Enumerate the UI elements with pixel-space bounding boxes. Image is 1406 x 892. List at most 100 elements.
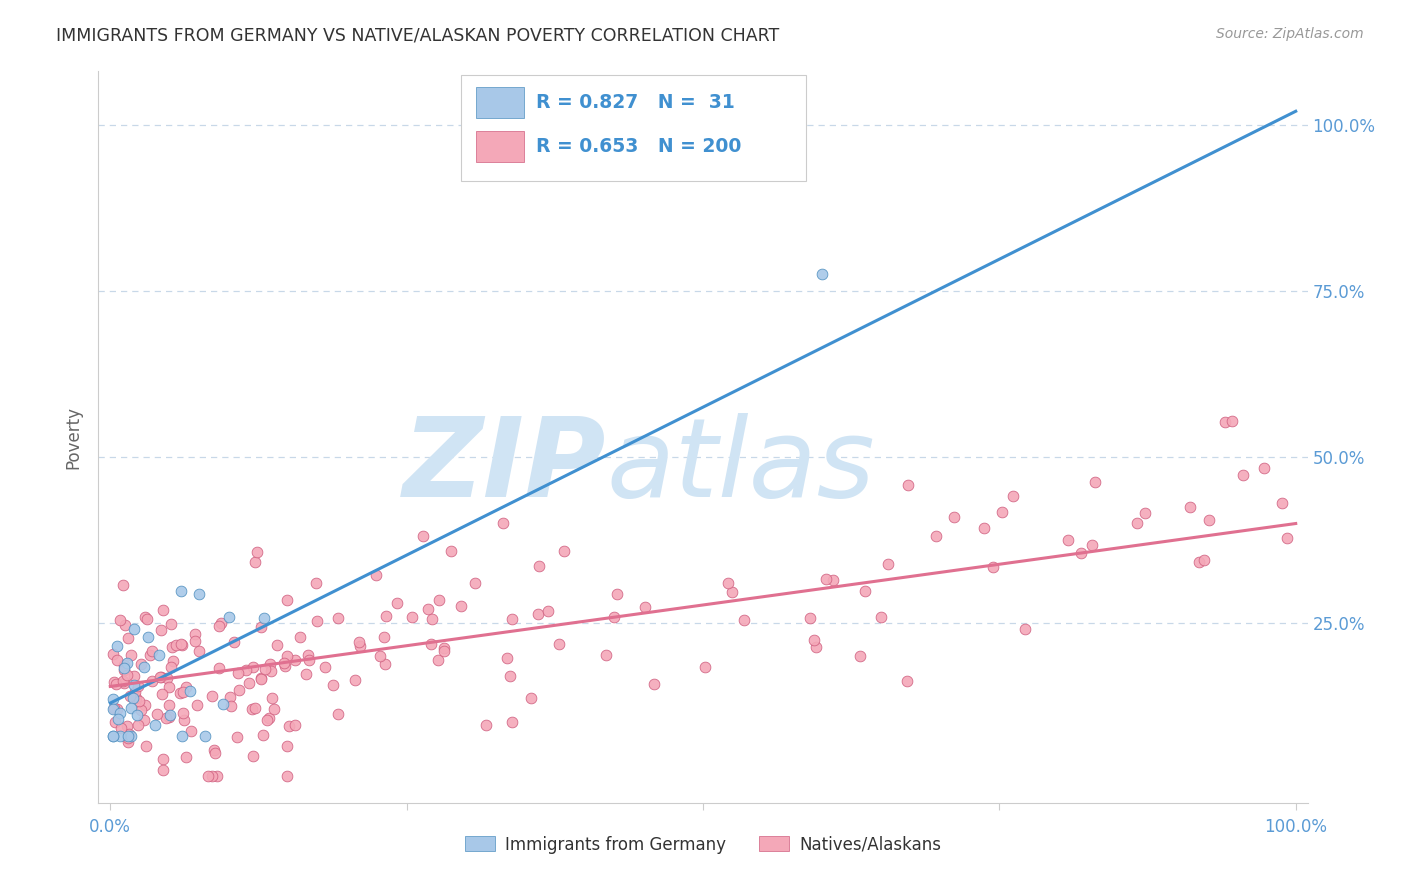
Point [273, 656, 295, 670]
Text: R = 0.827   N =  31: R = 0.827 N = 31 [536, 94, 735, 112]
Point [150, 687, 173, 701]
Point [129, 657, 152, 671]
Point [605, 587, 627, 601]
Point [266, 638, 288, 652]
Point [799, 611, 821, 625]
Point [110, 706, 132, 720]
Point [117, 731, 139, 746]
Point [172, 684, 194, 698]
Point [201, 769, 224, 783]
Point [364, 567, 387, 582]
Point [212, 697, 235, 711]
Point [450, 599, 472, 613]
Point [194, 729, 217, 743]
Point [107, 712, 129, 726]
FancyBboxPatch shape [475, 87, 524, 118]
Point [101, 692, 124, 706]
Point [165, 638, 187, 652]
Point [1192, 553, 1215, 567]
Point [420, 612, 443, 626]
Point [278, 719, 301, 733]
Point [253, 610, 276, 624]
Point [157, 681, 180, 695]
Point [128, 694, 150, 708]
Point [112, 675, 135, 690]
Point [152, 752, 174, 766]
Point [103, 674, 125, 689]
Point [134, 713, 156, 727]
Point [101, 729, 124, 743]
Point [1178, 500, 1201, 515]
Point [1084, 475, 1107, 489]
Point [122, 622, 145, 636]
Point [602, 609, 624, 624]
Point [322, 678, 344, 692]
Point [1014, 623, 1036, 637]
Point [188, 644, 211, 658]
Point [132, 660, 155, 674]
Point [150, 670, 173, 684]
Point [101, 701, 124, 715]
Point [276, 648, 298, 663]
Point [117, 668, 139, 682]
Point [853, 583, 876, 598]
Point [274, 659, 297, 673]
Point [276, 739, 298, 753]
Point [172, 638, 194, 652]
Point [124, 684, 146, 698]
Point [242, 660, 264, 674]
Point [250, 620, 273, 634]
Text: ZIP: ZIP [402, 413, 606, 520]
Point [127, 718, 149, 732]
Point [806, 640, 828, 654]
Point [238, 675, 260, 690]
Point [349, 639, 371, 653]
Point [155, 711, 177, 725]
Point [810, 268, 832, 282]
Point [243, 554, 266, 568]
Point [263, 701, 285, 715]
Legend: Immigrants from Germany, Natives/Alaskans: Immigrants from Germany, Natives/Alaskan… [458, 829, 948, 860]
Point [172, 706, 194, 720]
Point [256, 713, 278, 727]
Point [242, 748, 264, 763]
Point [492, 516, 515, 530]
Point [803, 632, 825, 647]
Point [202, 743, 225, 757]
Point [219, 699, 242, 714]
Point [184, 634, 207, 648]
Point [160, 660, 183, 674]
Point [427, 593, 450, 607]
Point [1188, 555, 1211, 569]
Point [129, 703, 152, 717]
Point [108, 729, 131, 743]
Point [117, 632, 139, 646]
Point [349, 635, 371, 649]
Point [135, 739, 157, 754]
Point [1001, 489, 1024, 503]
Text: Source: ZipAtlas.com: Source: ZipAtlas.com [1216, 27, 1364, 41]
Point [169, 686, 191, 700]
Point [141, 674, 163, 689]
Point [328, 706, 350, 721]
Point [297, 648, 319, 663]
Point [157, 710, 180, 724]
Point [433, 644, 456, 658]
Point [104, 714, 127, 729]
Point [896, 674, 918, 689]
Point [426, 653, 449, 667]
Point [138, 630, 160, 644]
Point [240, 702, 263, 716]
Point [257, 711, 280, 725]
FancyBboxPatch shape [461, 75, 806, 181]
Point [464, 576, 486, 591]
Point [385, 596, 408, 610]
Point [188, 587, 211, 601]
Point [374, 657, 396, 671]
Point [294, 666, 316, 681]
Point [877, 557, 900, 571]
Point [112, 578, 135, 592]
Point [721, 585, 744, 599]
Point [170, 729, 193, 743]
Point [152, 763, 174, 777]
